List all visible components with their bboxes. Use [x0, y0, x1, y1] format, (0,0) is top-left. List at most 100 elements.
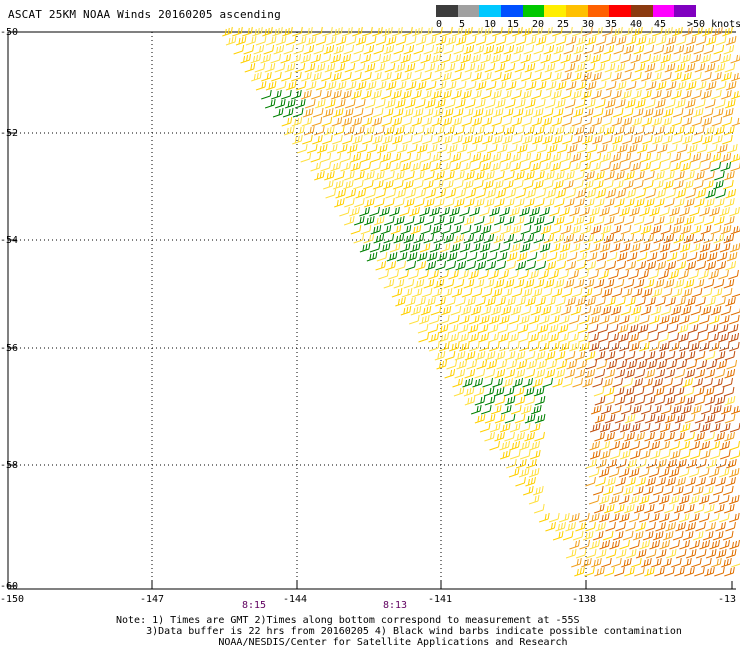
wind-barb — [529, 242, 541, 253]
wind-barb — [291, 116, 303, 127]
wind-barb — [688, 467, 700, 478]
wind-barb — [709, 314, 720, 325]
wind-barb — [453, 44, 465, 55]
wind-barb — [625, 188, 637, 199]
wind-barb — [495, 260, 507, 271]
wind-barb — [600, 152, 612, 163]
wind-barb — [515, 188, 527, 199]
wind-barb — [692, 530, 704, 541]
wind-barb — [520, 152, 532, 163]
wind-barb — [445, 260, 457, 271]
wind-barb — [627, 323, 639, 334]
wind-barb — [689, 449, 701, 460]
wind-barb — [422, 134, 433, 145]
wind-barb — [295, 80, 307, 91]
wind-barb — [264, 62, 276, 73]
wind-barb — [456, 251, 468, 262]
wind-barb — [542, 107, 554, 118]
wind-barb — [315, 35, 327, 46]
wind-barb — [275, 35, 287, 46]
wind-barb — [690, 53, 702, 64]
wind-barb — [722, 377, 733, 388]
wind-barb — [476, 359, 488, 370]
wind-barb — [653, 386, 665, 397]
wind-barb — [664, 566, 675, 577]
lat-label-56: -56 — [0, 343, 19, 354]
wind-barb — [662, 134, 673, 145]
wind-barb — [294, 98, 306, 109]
wind-barb — [595, 521, 606, 532]
wind-barb — [629, 440, 640, 451]
wind-barb — [413, 44, 425, 55]
wind-barb — [595, 35, 607, 46]
wind-barb — [344, 98, 356, 109]
wind-barb — [281, 116, 293, 127]
wind-barb — [468, 269, 479, 280]
wind-barb — [450, 305, 462, 316]
wind-barb — [364, 62, 376, 73]
wind-barb — [509, 440, 520, 451]
wind-barb — [465, 260, 477, 271]
wind-barb — [561, 71, 572, 82]
wind-barb — [324, 98, 336, 109]
wind-barb — [718, 494, 730, 505]
wind-barb — [705, 548, 717, 559]
wind-barb — [514, 62, 526, 73]
wind-barb — [423, 278, 435, 289]
wind-barb — [541, 89, 552, 100]
wind-barb — [539, 314, 550, 325]
wind-barb — [533, 44, 545, 55]
wind-barb — [655, 521, 666, 532]
wind-barb — [314, 125, 325, 136]
wind-barb — [411, 287, 423, 298]
wind-barb — [535, 80, 547, 91]
wind-barbs — [222, 26, 740, 577]
wind-barb — [551, 287, 563, 298]
wind-barb — [302, 134, 313, 145]
wind-barb — [245, 35, 257, 46]
wind-barb — [390, 152, 402, 163]
wind-barb — [433, 44, 445, 55]
wind-barb — [706, 251, 718, 262]
wind-barb — [659, 422, 671, 433]
wind-barb — [714, 350, 726, 361]
wind-barb — [382, 134, 393, 145]
wind-barb — [695, 188, 707, 199]
wind-barb — [526, 359, 538, 370]
wind-barb — [442, 26, 453, 37]
wind-barb — [658, 332, 670, 343]
wind-barb — [430, 161, 442, 172]
wind-barb — [371, 89, 382, 100]
wind-barb — [519, 314, 530, 325]
wind-barb — [673, 233, 685, 244]
wind-barb — [449, 314, 460, 325]
wind-barb — [351, 71, 362, 82]
wind-barb — [694, 413, 706, 424]
wind-barb — [624, 125, 635, 136]
wind-barb — [699, 422, 711, 433]
wind-barb — [565, 260, 577, 271]
wind-barb — [565, 296, 576, 307]
wind-barb — [560, 152, 572, 163]
wind-barb — [681, 557, 692, 568]
wind-barb — [599, 539, 610, 550]
wind-barb — [502, 134, 513, 145]
wind-barb — [525, 35, 537, 46]
wind-barb — [448, 332, 460, 343]
wind-barb — [703, 215, 715, 226]
wind-barb — [521, 287, 533, 298]
wind-barb — [594, 197, 605, 208]
wind-barb — [272, 26, 283, 37]
wind-barb — [639, 206, 650, 217]
wind-barb — [386, 251, 398, 262]
wind-barb — [512, 26, 523, 37]
wind-barb — [559, 341, 570, 352]
wind-barb — [523, 215, 535, 226]
wind-barb — [695, 521, 706, 532]
wind-barb — [522, 377, 533, 388]
wind-barb — [373, 233, 385, 244]
wind-barb — [605, 188, 617, 199]
wind-barb — [642, 377, 653, 388]
wind-barb — [575, 80, 587, 91]
wind-barb — [484, 350, 496, 361]
